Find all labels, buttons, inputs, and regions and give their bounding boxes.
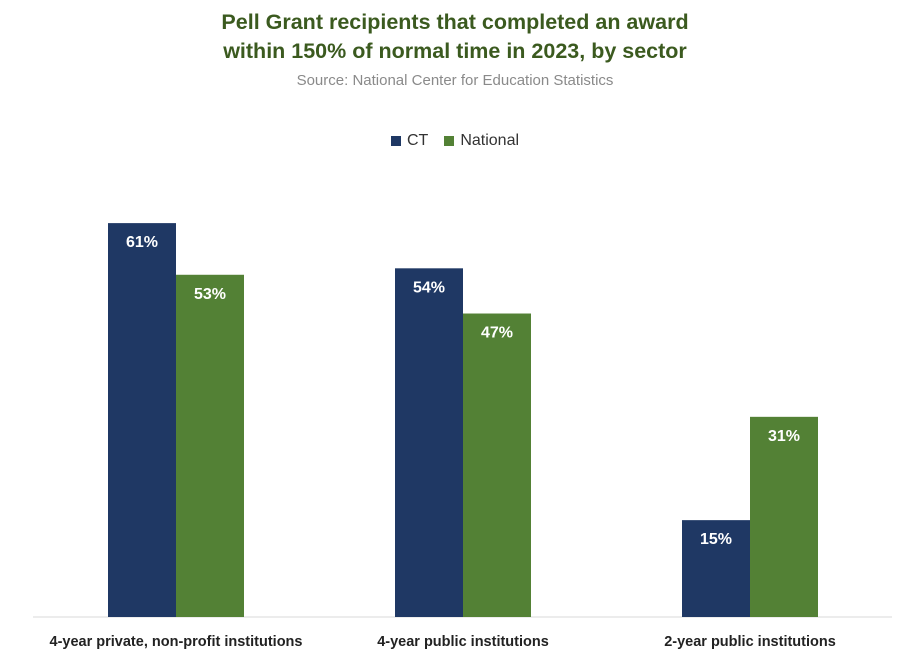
- bar-ct-1: [108, 223, 176, 617]
- bar-ct-3: [682, 520, 750, 617]
- chart-title-line-2: within 150% of normal time in 2023, by s…: [223, 39, 687, 63]
- legend-item-ct: CT: [390, 132, 429, 150]
- data-label-ct-2: 54%: [413, 279, 445, 296]
- chart-title: Pell Grant recipients that completed an …: [0, 8, 910, 66]
- category-label-2: 4-year public institutions: [377, 634, 549, 650]
- legend-swatch-ct: [390, 136, 401, 146]
- category-label-3: 2-year public institutions: [664, 634, 836, 650]
- chart-subtitle: Source: National Center for Education St…: [296, 72, 614, 89]
- chart-legend: CT National: [0, 132, 910, 150]
- bar-national-1: [176, 274, 244, 617]
- category-label-1: 4-year private, non-profit institutions: [50, 634, 303, 650]
- chart-title-line-1: Pell Grant recipients that completed an …: [221, 10, 689, 34]
- legend-label-ct: CT: [406, 132, 429, 149]
- data-label-national-3: 31%: [768, 428, 800, 445]
- data-label-national-1: 53%: [194, 286, 226, 303]
- bar-national-2: [463, 313, 531, 617]
- legend-item-national: National: [444, 132, 519, 150]
- bar-national-3: [750, 416, 818, 617]
- legend-swatch-national: [444, 136, 455, 146]
- legend-label-national: National: [460, 132, 520, 149]
- data-label-national-2: 47%: [481, 325, 513, 342]
- data-label-ct-3: 15%: [700, 531, 732, 548]
- data-label-ct-1: 61%: [126, 234, 158, 251]
- bar-ct-2: [395, 268, 463, 617]
